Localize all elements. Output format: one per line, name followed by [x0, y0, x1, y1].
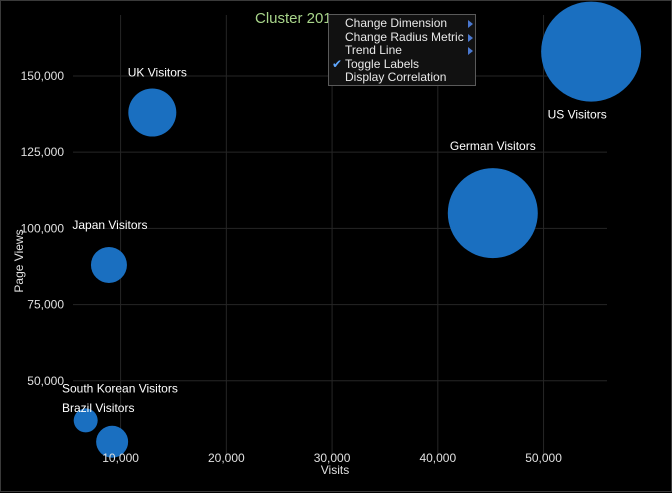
axis-ticks: 10,000 20,000 30,000 40,000 50,000 50,000 75,0… — [21, 69, 563, 465]
x-tick-label: 10,000 — [102, 451, 139, 465]
bubble — [90, 246, 127, 283]
bubble-label: Brazil Visitors — [62, 401, 134, 415]
menu-item-label: Change Radius Metric — [345, 29, 464, 44]
bubble-label: German Visitors — [450, 139, 536, 153]
submenu-arrow-icon — [468, 33, 473, 42]
checkmark-icon: ✔ — [332, 56, 343, 71]
submenu-arrow-icon — [468, 20, 473, 28]
bubble-label: South Korean Visitors — [62, 381, 178, 395]
menu-item-label: Change Dimension — [345, 16, 448, 30]
menu-item-label: Trend Line — [345, 43, 402, 57]
x-tick-label: 20,000 — [208, 451, 245, 465]
y-tick-label: 75,000 — [27, 298, 64, 312]
bubble-label: US Visitors — [548, 108, 607, 122]
bubble — [128, 88, 177, 137]
bubble — [73, 408, 98, 433]
menu-item-change-radius-metric[interactable]: Change Radius Metric — [329, 29, 475, 45]
submenu-arrow-icon — [468, 47, 473, 55]
bubble — [447, 168, 538, 259]
y-axis-title: Page Views — [12, 229, 26, 292]
menu-item-trend-line[interactable]: Trend Line — [329, 43, 475, 58]
menu-item-toggle-labels[interactable]: ✔ Toggle Labels — [329, 56, 475, 72]
bubble — [541, 1, 642, 102]
bubbles — [73, 1, 642, 458]
x-tick-label: 30,000 — [314, 451, 351, 465]
x-axis-title: Visits — [321, 463, 349, 477]
grid-lines — [73, 15, 607, 457]
bubble-labels: US Visitors German Visitors UK Visitors Jap… — [62, 66, 607, 415]
y-tick-label: 150,000 — [21, 69, 65, 83]
menu-item-label: Toggle Labels — [345, 56, 420, 71]
x-tick-label: 40,000 — [419, 451, 456, 465]
context-menu[interactable]: Change Dimension Change Radius Metric Tr… — [328, 14, 476, 86]
y-tick-label: 125,000 — [21, 145, 65, 159]
bubble-label: Japan Visitors — [72, 218, 147, 232]
bubble — [96, 425, 129, 458]
menu-item-change-dimension[interactable]: Change Dimension — [329, 16, 475, 31]
y-tick-label: 100,000 — [21, 221, 65, 235]
x-tick-label: 50,000 — [525, 451, 562, 465]
chart-title: Cluster 201 — [255, 10, 332, 27]
bubble-label: UK Visitors — [128, 66, 187, 80]
y-tick-label: 50,000 — [27, 374, 64, 388]
menu-item-label: Display Correlation — [345, 70, 447, 84]
menu-item-display-correlation[interactable]: Display Correlation — [329, 70, 475, 85]
